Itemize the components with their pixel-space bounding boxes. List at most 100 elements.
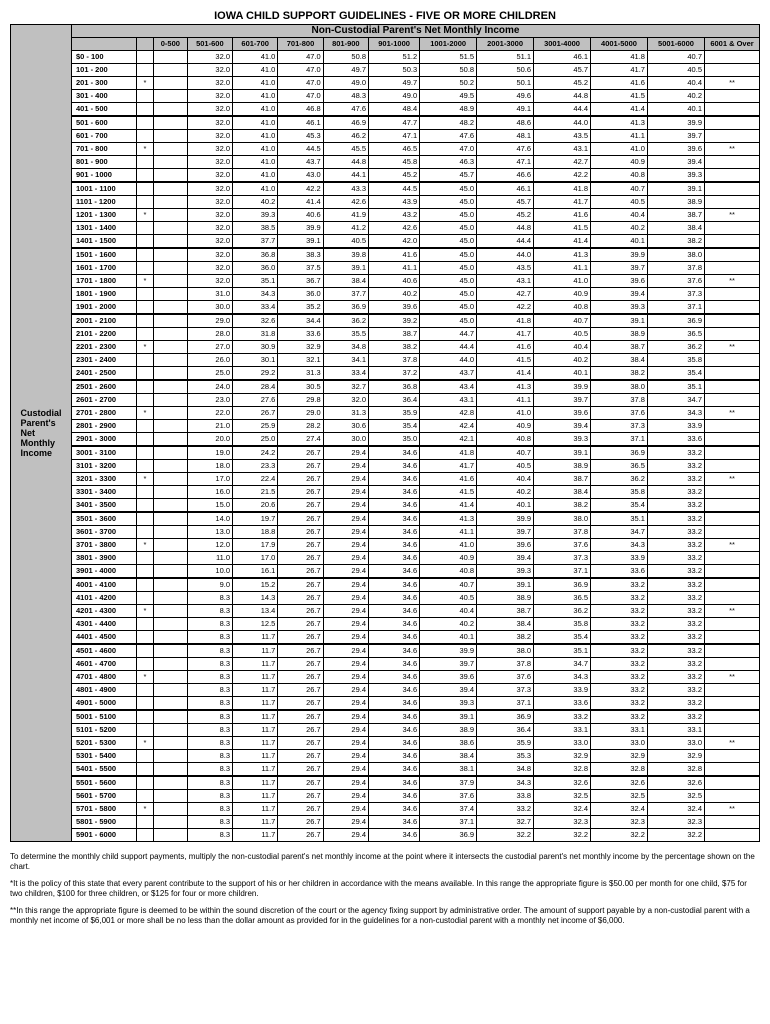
cell: 11.0 [187, 552, 232, 565]
cell: 43.5 [477, 262, 534, 275]
star-right [705, 301, 760, 315]
cell: 45.2 [477, 209, 534, 222]
cell: 11.7 [233, 776, 278, 790]
star-left [137, 380, 154, 394]
cell: 32.9 [647, 750, 704, 763]
cell: 8.3 [187, 750, 232, 763]
star-left [137, 235, 154, 249]
star-right [705, 367, 760, 381]
table-row: 2401 - 250025.029.231.333.437.243.741.44… [72, 367, 760, 381]
star-left [137, 710, 154, 724]
cell: 33.9 [534, 684, 591, 697]
table-row: 4201 - 4300*8.313.426.729.434.640.438.73… [72, 605, 760, 618]
cell: 40.1 [477, 499, 534, 513]
row-label: 5601 - 5700 [72, 790, 137, 803]
cell: 34.6 [369, 565, 420, 579]
cell: 44.0 [534, 116, 591, 130]
table-row: 4601 - 47008.311.726.729.434.639.737.834… [72, 658, 760, 671]
cell: 29.4 [323, 592, 368, 605]
cell: 40.1 [591, 235, 648, 249]
cell: 32.5 [647, 790, 704, 803]
cell: 35.4 [534, 631, 591, 645]
row-label: 1601 - 1700 [72, 262, 137, 275]
cell: 38.9 [477, 592, 534, 605]
cell: 35.1 [647, 380, 704, 394]
cell: 36.5 [534, 592, 591, 605]
cell: 29.4 [323, 750, 368, 763]
cell: 34.6 [369, 631, 420, 645]
cell: 51.5 [420, 51, 477, 64]
cell: 37.3 [591, 420, 648, 433]
cell: 26.7 [278, 644, 323, 658]
star-left [137, 790, 154, 803]
cell: 15.2 [233, 578, 278, 592]
row-label: 701 - 800 [72, 143, 137, 156]
cell: 45.7 [534, 64, 591, 77]
cell: 32.4 [647, 803, 704, 816]
cell: 41.0 [233, 182, 278, 196]
cell: 40.5 [420, 592, 477, 605]
cell: 29.4 [323, 605, 368, 618]
cell: 46.6 [477, 169, 534, 183]
cell: 32.2 [591, 829, 648, 842]
star-left [137, 658, 154, 671]
cell: 19.7 [233, 512, 278, 526]
cell: 33.4 [323, 367, 368, 381]
cell: 38.5 [233, 222, 278, 235]
cell: 29.4 [323, 776, 368, 790]
cell: 33.2 [591, 605, 648, 618]
cell: 33.2 [647, 605, 704, 618]
cell: 38.0 [477, 644, 534, 658]
table-row: 5801 - 59008.311.726.729.434.637.132.732… [72, 816, 760, 829]
cell: 40.6 [369, 275, 420, 288]
cell: 37.8 [591, 394, 648, 407]
cell: 40.2 [534, 354, 591, 367]
cell: 36.5 [591, 460, 648, 473]
table-row: 3301 - 340016.021.526.729.434.641.540.23… [72, 486, 760, 499]
table-row: 601 - 70032.041.045.346.247.147.648.143.… [72, 130, 760, 143]
cell: 29.4 [323, 763, 368, 777]
cell: 37.3 [534, 552, 591, 565]
cell: 41.0 [233, 130, 278, 143]
cell: 11.7 [233, 816, 278, 829]
cell: 25.0 [187, 367, 232, 381]
cell: 36.0 [278, 288, 323, 301]
cell: 34.6 [369, 750, 420, 763]
cell: 29.4 [323, 618, 368, 631]
cell: 45.7 [420, 169, 477, 183]
cell: 28.0 [187, 328, 232, 341]
star-right [705, 750, 760, 763]
row-label: 1701 - 1800 [72, 275, 137, 288]
cell: 41.4 [420, 499, 477, 513]
cell: 26.7 [278, 803, 323, 816]
row-label: 4201 - 4300 [72, 605, 137, 618]
star-left: * [137, 605, 154, 618]
col-header: 501-600 [187, 38, 232, 51]
cell: 32.7 [477, 816, 534, 829]
cell: 29.4 [323, 829, 368, 842]
cell: 42.2 [278, 182, 323, 196]
cell: 34.6 [369, 776, 420, 790]
cell: 39.1 [591, 314, 648, 328]
cell: 8.3 [187, 710, 232, 724]
star-left [137, 156, 154, 169]
row-label: 5901 - 6000 [72, 829, 137, 842]
cell: 34.6 [369, 592, 420, 605]
cell: 26.7 [278, 724, 323, 737]
row-label: 4901 - 5000 [72, 697, 137, 711]
cell: 33.2 [591, 578, 648, 592]
table-row: 4301 - 44008.312.526.729.434.640.238.435… [72, 618, 760, 631]
cell: 47.1 [369, 130, 420, 143]
star-left [137, 367, 154, 381]
cell: 40.5 [647, 64, 704, 77]
cell: 47.0 [278, 64, 323, 77]
star-left [137, 314, 154, 328]
cell: 38.9 [534, 460, 591, 473]
table-row: 4001 - 41009.015.226.729.434.640.739.136… [72, 578, 760, 592]
cell: 26.7 [278, 671, 323, 684]
cell: 37.3 [477, 684, 534, 697]
star-left [137, 829, 154, 842]
cell: 36.4 [477, 724, 534, 737]
cell: 34.7 [534, 658, 591, 671]
cell: 44.7 [420, 328, 477, 341]
